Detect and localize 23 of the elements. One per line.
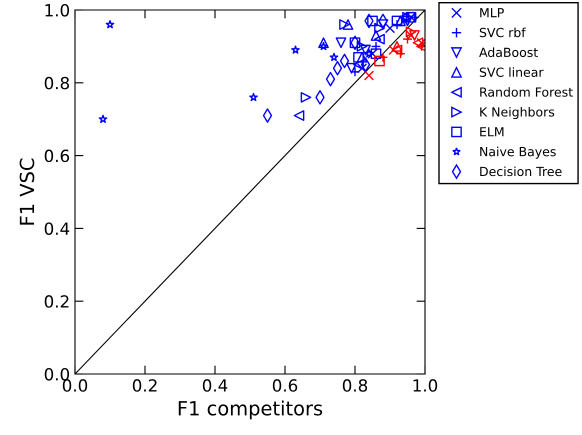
legend-label: SVC linear [480, 67, 544, 77]
legend-label: AdaBoost [479, 47, 538, 58]
legend-label: Random Forest [480, 87, 573, 97]
x-tick-label: 0.0 [62, 379, 88, 392]
legend-label: SVC rbf [480, 28, 526, 38]
y-tick-label: 0.4 [44, 222, 70, 235]
legend-label: ELM [480, 127, 504, 136]
legend-label: Decision Tree [480, 166, 562, 176]
y-axis-title: F1 VSC [20, 158, 34, 225]
y-tick-label: 0.8 [44, 76, 69, 90]
y-tick-label: 1.0 [45, 4, 70, 17]
x-tick-label: 0.6 [272, 379, 298, 392]
legend-label: K Neighbors [480, 106, 554, 120]
legend-label: Naive Bayes [480, 146, 556, 159]
legend-label: MLP [480, 8, 504, 18]
y-tick-label: 0.0 [44, 368, 70, 381]
x-axis-title: F1 competitors [178, 400, 322, 420]
x-tick-label: 1.0 [414, 379, 438, 392]
y-tick-label: 0.6 [44, 150, 70, 162]
x-tick-label: 0.4 [202, 379, 228, 392]
y-tick-label: 0.2 [44, 295, 68, 308]
x-tick-label: 0.8 [342, 379, 368, 392]
x-tick-label: 0.2 [132, 379, 157, 392]
